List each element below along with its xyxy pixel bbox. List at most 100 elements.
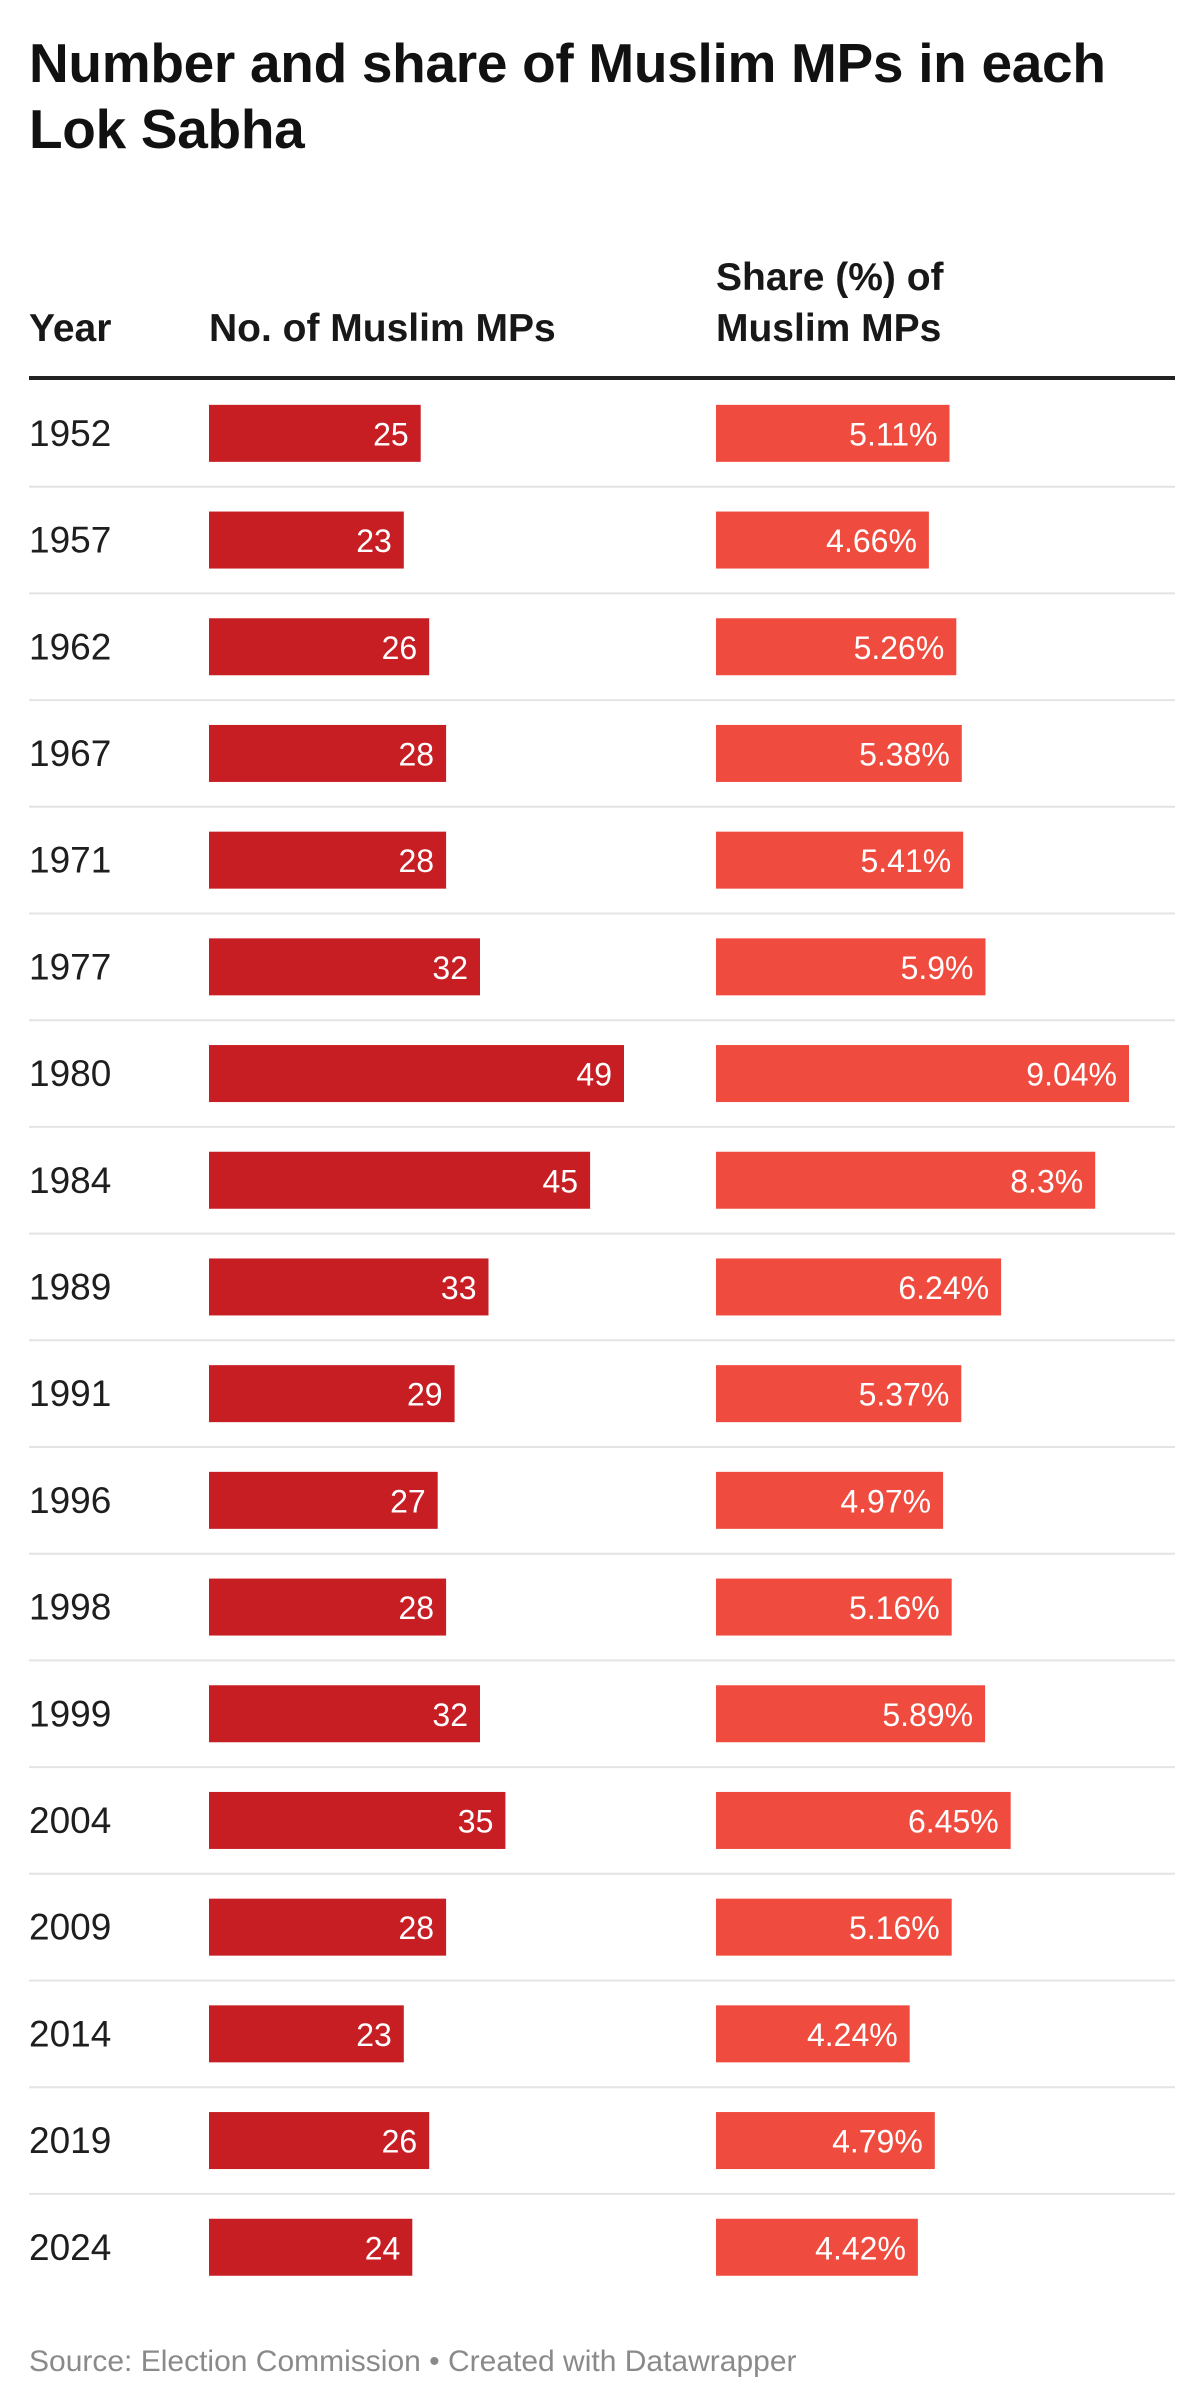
row-year: 1996 xyxy=(29,1480,111,1521)
bar-share xyxy=(716,1685,986,1743)
table-row: 2019 26 4.79% xyxy=(29,2112,1175,2195)
table-row: 1952 25 5.11% xyxy=(29,404,1175,488)
bar-label-count: 28 xyxy=(399,1590,435,1626)
row-year: 2009 xyxy=(29,1907,111,1948)
bar-share xyxy=(716,1258,1002,1316)
row-year: 1984 xyxy=(29,1160,111,1201)
row-year: 2014 xyxy=(29,2013,111,2054)
bar-label-share: 4.97% xyxy=(840,1483,931,1519)
bar-share xyxy=(716,1365,962,1423)
bar-count xyxy=(209,1151,591,1209)
row-year: 2019 xyxy=(29,2120,111,2161)
bar-share xyxy=(716,1898,952,1956)
bar-label-share: 5.16% xyxy=(849,1910,940,1946)
bar-count xyxy=(209,1578,447,1636)
bar-share xyxy=(716,2112,935,2170)
bar-share xyxy=(716,724,962,782)
row-year: 1998 xyxy=(29,1587,111,1628)
bar-label-count: 32 xyxy=(432,1697,468,1733)
column-header-count: No. of Muslim MPs xyxy=(209,307,556,350)
row-year: 2024 xyxy=(29,2227,111,2268)
bar-label-count: 29 xyxy=(407,1377,443,1413)
bar-label-count: 26 xyxy=(382,2124,418,2160)
bar-label-share: 6.45% xyxy=(908,1803,999,1839)
bar-label-share: 4.42% xyxy=(815,2230,906,2266)
bar-label-share: 5.89% xyxy=(882,1697,973,1733)
bar-count xyxy=(209,724,447,782)
row-year: 1989 xyxy=(29,1266,111,1307)
source-note: Source: Election Commission • Created wi… xyxy=(29,2345,797,2378)
row-year: 1971 xyxy=(29,840,111,881)
table-row: 2014 23 4.24% xyxy=(29,2005,1175,2089)
bar-label-count: 28 xyxy=(399,843,435,879)
bar-label-count: 49 xyxy=(576,1057,612,1093)
bar-label-count: 35 xyxy=(458,1803,494,1839)
bar-count xyxy=(209,1258,489,1316)
bar-share xyxy=(716,404,950,462)
bar-share xyxy=(716,618,957,676)
bar-label-share: 5.41% xyxy=(860,843,951,879)
bar-share xyxy=(716,1791,1011,1849)
table-row: 1971 28 5.41% xyxy=(29,831,1175,915)
bar-label-count: 26 xyxy=(382,630,418,666)
bar-label-count: 28 xyxy=(399,1910,435,1946)
bar-share xyxy=(716,2218,918,2276)
bar-label-count: 23 xyxy=(356,2017,392,2053)
bar-count xyxy=(209,1685,480,1743)
table-row: 1957 23 4.66% xyxy=(29,511,1175,595)
column-header-share-line2: Muslim MPs xyxy=(716,307,942,350)
table-row: 1977 32 5.9% xyxy=(29,938,1175,1022)
bar-label-count: 23 xyxy=(356,523,392,559)
bar-label-share: 5.9% xyxy=(901,950,974,986)
bar-label-count: 33 xyxy=(441,1270,477,1306)
row-year: 1999 xyxy=(29,1693,111,1734)
bar-share xyxy=(716,831,964,889)
bar-label-share: 4.79% xyxy=(832,2124,923,2160)
chart-title: Number and share of Muslim MPs in each L… xyxy=(29,32,1106,160)
bar-share xyxy=(716,1471,944,1529)
bar-count xyxy=(209,2112,430,2170)
row-year: 1991 xyxy=(29,1373,111,1414)
bar-label-count: 25 xyxy=(373,416,409,452)
bar-label-share: 5.37% xyxy=(859,1377,950,1413)
bar-label-share: 5.11% xyxy=(849,416,937,452)
row-year: 2004 xyxy=(29,1800,111,1841)
bar-label-count: 24 xyxy=(365,2230,401,2266)
row-year: 1957 xyxy=(29,520,111,561)
table-row: 1999 32 5.89% xyxy=(29,1685,1175,1769)
bar-count xyxy=(209,511,404,569)
bar-label-count: 45 xyxy=(543,1163,579,1199)
bar-count xyxy=(209,1365,455,1423)
table-row: 1989 33 6.24% xyxy=(29,1258,1175,1342)
column-header-share: Share (%) of Muslim MPs xyxy=(716,252,1016,354)
bar-share xyxy=(716,1045,1129,1103)
bar-share xyxy=(716,511,929,569)
row-year: 1977 xyxy=(29,946,111,987)
bar-count xyxy=(209,938,480,996)
table-row: 1984 45 8.3% xyxy=(29,1151,1175,1235)
bar-label-share: 4.66% xyxy=(826,523,917,559)
table-row: 1980 49 9.04% xyxy=(29,1045,1175,1128)
table-row: 2009 28 5.16% xyxy=(29,1898,1175,1982)
bar-share xyxy=(716,1151,1096,1209)
table-row: 1996 27 4.97% xyxy=(29,1471,1175,1555)
bar-label-share: 5.38% xyxy=(859,736,950,772)
table-row: 1991 29 5.37% xyxy=(29,1365,1175,1448)
table-row: 1998 28 5.16% xyxy=(29,1578,1175,1662)
row-year: 1967 xyxy=(29,733,111,774)
table-row: 1967 28 5.38% xyxy=(29,724,1175,808)
table-row: 1962 26 5.26% xyxy=(29,618,1175,702)
row-year: 1980 xyxy=(29,1053,111,1094)
bar-count xyxy=(209,2218,413,2276)
header-divider xyxy=(29,376,1175,380)
bar-count xyxy=(209,618,430,676)
bar-count xyxy=(209,1471,438,1529)
bar-label-share: 4.24% xyxy=(807,2017,898,2053)
bar-label-share: 9.04% xyxy=(1026,1057,1117,1093)
bar-count xyxy=(209,1898,447,1956)
bar-share xyxy=(716,938,986,996)
column-header-year: Year xyxy=(29,307,112,350)
bar-label-share: 5.16% xyxy=(849,1590,940,1626)
bar-label-count: 32 xyxy=(432,950,468,986)
bar-label-share: 6.24% xyxy=(898,1270,989,1306)
